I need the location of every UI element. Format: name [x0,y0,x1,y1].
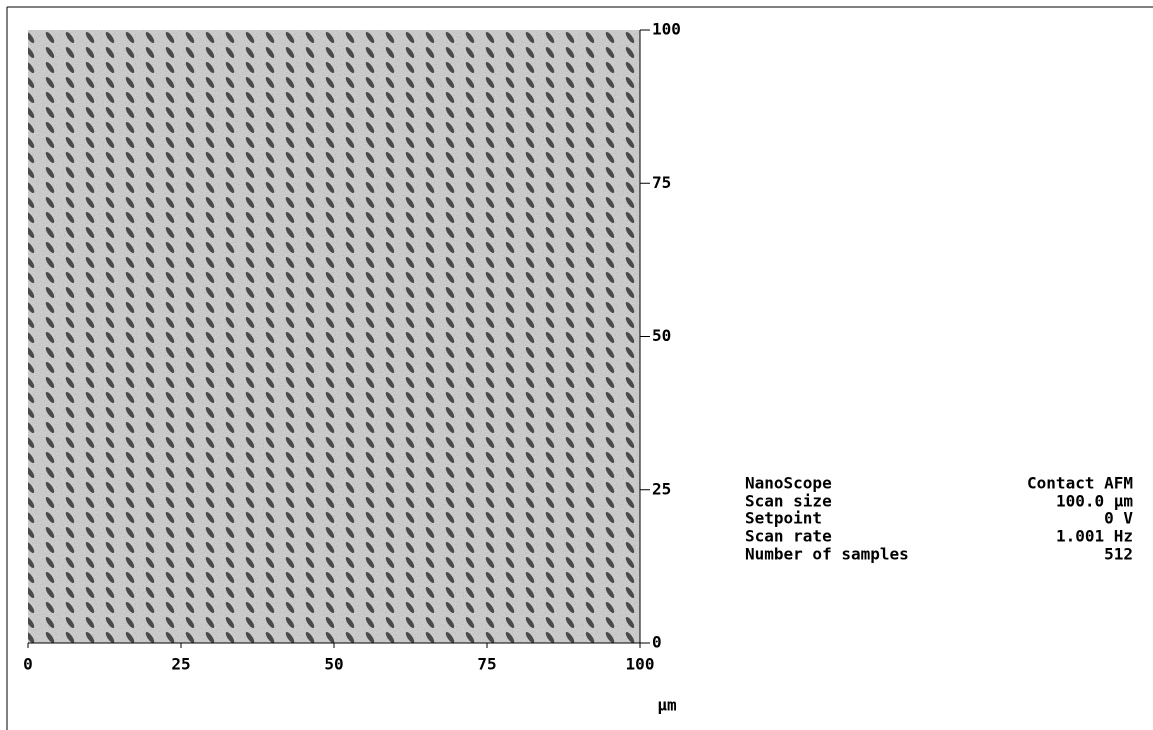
info-panel: NanoScope Contact AFM Scan size 100.0 µm… [745,474,1133,564]
info-label: Setpoint [745,509,822,528]
x-tick-label: 50 [324,655,343,674]
y-tick-label: 100 [652,20,681,39]
info-label: Scan rate [745,527,832,546]
info-label: Number of samples [745,545,909,564]
info-value: 1.001 Hz [1056,527,1133,546]
y-tick-label: 0 [652,633,662,652]
info-value: Contact AFM [1027,474,1133,493]
x-tick-label: 100 [626,655,655,674]
x-tick-label: 0 [23,655,33,674]
afm-scan-image [28,30,640,643]
y-tick-label: 25 [652,479,671,498]
info-value: 0 V [1104,509,1133,528]
y-tick-label: 50 [652,326,671,345]
x-unit: µm [657,696,677,715]
y-tick-label: 75 [652,173,671,192]
info-label: NanoScope [745,474,832,493]
info-value: 100.0 µm [1056,492,1133,511]
x-tick-label: 25 [171,655,190,674]
info-label: Scan size [745,492,832,511]
info-value: 512 [1104,545,1133,564]
x-tick-label: 75 [477,655,496,674]
